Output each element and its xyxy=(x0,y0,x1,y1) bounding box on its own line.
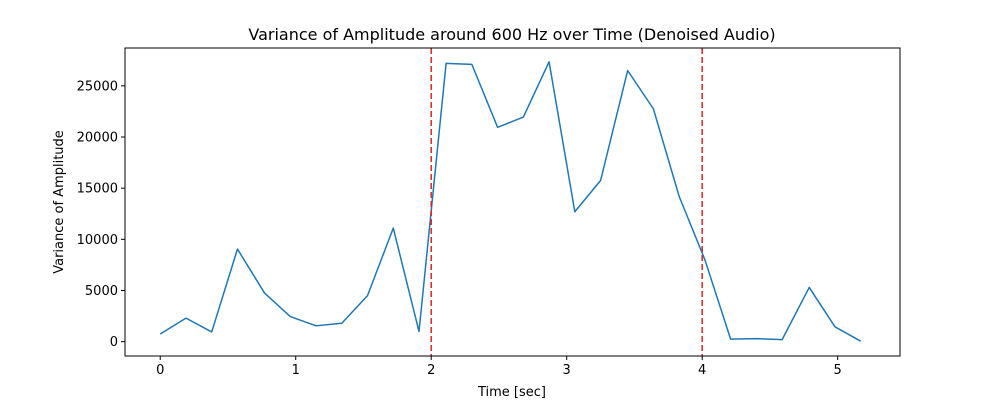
chart-title: Variance of Amplitude around 600 Hz over… xyxy=(248,25,775,44)
x-axis: 0 1 2 3 4 5 xyxy=(156,356,842,378)
series-line-0 xyxy=(159,61,862,342)
plot-area xyxy=(159,48,862,356)
x-tick-label: 1 xyxy=(292,363,300,378)
y-axis-label: Variance of Amplitude xyxy=(52,130,67,274)
x-tick-label: 0 xyxy=(156,363,164,378)
y-tick-label: 10000 xyxy=(77,233,118,248)
y-axis: 0 5000 10000 15000 20000 25000 xyxy=(77,79,125,350)
y-tick-label: 5000 xyxy=(85,284,118,299)
plot-frame xyxy=(124,47,901,357)
x-tick-label: 5 xyxy=(834,363,842,378)
x-axis-label: Time [sec] xyxy=(477,385,546,400)
x-tick-label: 3 xyxy=(563,363,571,378)
x-tick-label: 4 xyxy=(698,363,706,378)
y-tick-label: 20000 xyxy=(77,131,118,146)
y-tick-label: 15000 xyxy=(77,182,118,197)
y-tick-label: 0 xyxy=(110,335,118,350)
x-tick-label: 2 xyxy=(427,363,435,378)
y-tick-label: 25000 xyxy=(77,79,118,94)
